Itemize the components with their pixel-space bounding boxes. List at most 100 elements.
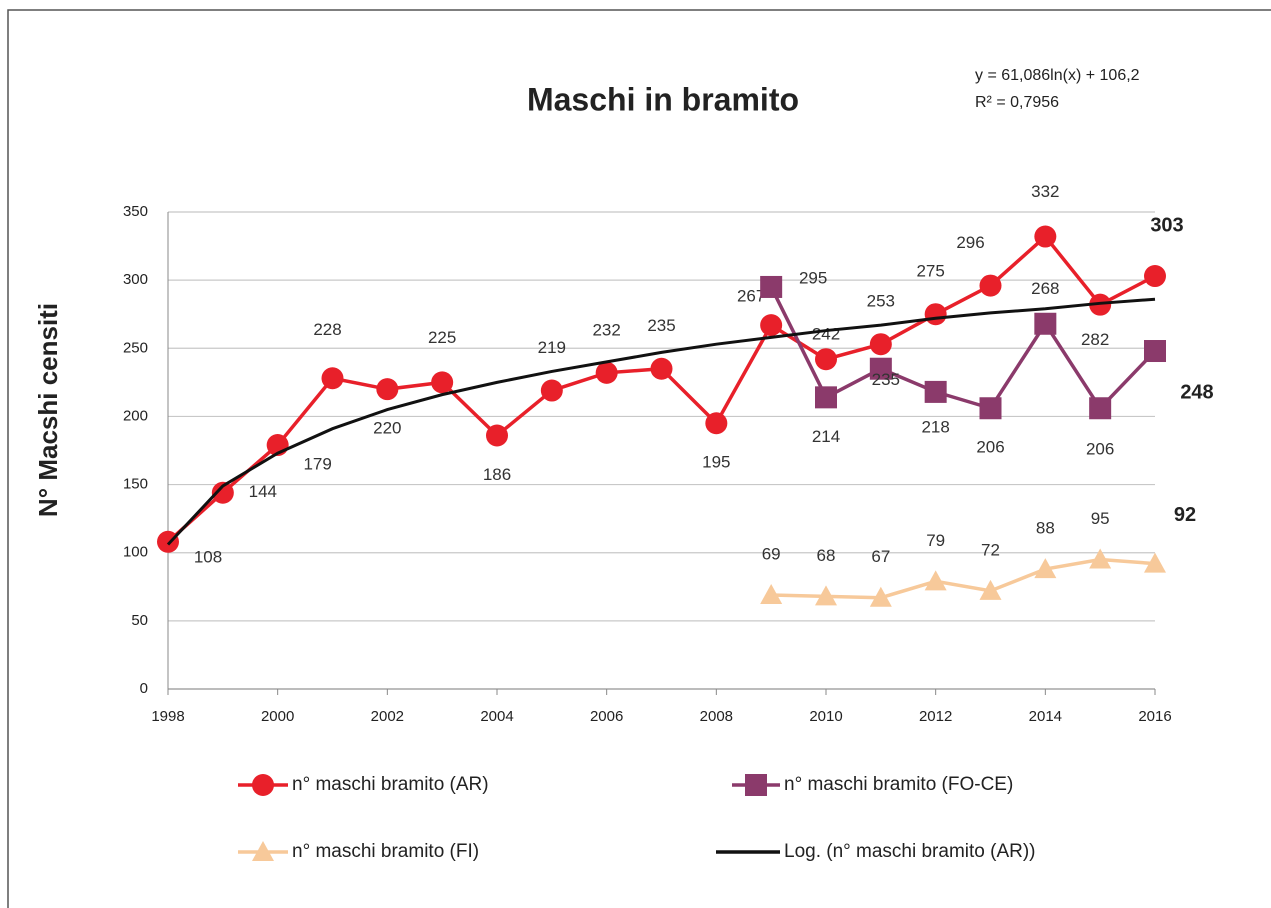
y-tick-label: 0 (140, 680, 148, 697)
data-label: 218 (921, 417, 949, 436)
marker (376, 378, 399, 401)
data-label: 225 (428, 328, 456, 347)
data-label: 267 (737, 287, 765, 306)
x-tick-label: 2010 (809, 708, 842, 725)
data-label: 275 (916, 262, 944, 281)
data-label: 67 (871, 547, 890, 566)
marker (979, 274, 1002, 297)
series-line (166, 297, 1156, 546)
data-label: 108 (194, 547, 222, 566)
data-label: 332 (1031, 182, 1059, 201)
data-label: 296 (956, 233, 984, 252)
data-label: 79 (926, 531, 945, 550)
marker (815, 348, 837, 371)
data-label: 232 (592, 320, 620, 339)
marker (1089, 548, 1112, 569)
x-tick-label: 2014 (1029, 708, 1062, 725)
marker (815, 386, 837, 409)
marker (540, 379, 563, 402)
data-label: 248 (1180, 381, 1213, 403)
marker (760, 275, 783, 298)
marker (869, 357, 892, 380)
data-label: 303 (1150, 214, 1183, 236)
marker (431, 371, 454, 394)
x-tick-label: 2008 (700, 708, 733, 725)
x-tick-label: 2012 (919, 708, 952, 725)
marker (321, 367, 344, 390)
data-label: 219 (538, 338, 566, 357)
x-tick-label: 2016 (1138, 708, 1171, 725)
marker (815, 585, 837, 606)
marker (211, 481, 234, 504)
data-label: 235 (647, 316, 675, 335)
annotation: y = 61,086ln(x) + 106,2 (975, 67, 1140, 84)
legend-label: Log. (n° maschi bramito (AR)) (784, 841, 1036, 862)
x-tick-label: 2002 (371, 708, 404, 725)
marker (745, 774, 767, 796)
data-label: 206 (1086, 440, 1114, 459)
series-line (771, 557, 1156, 600)
legend-label: n° maschi bramito (AR) (292, 774, 489, 795)
marker (157, 530, 179, 553)
marker (1144, 340, 1166, 363)
data-label: 253 (867, 292, 895, 311)
marker (1144, 265, 1166, 288)
y-tick-label: 200 (123, 407, 148, 424)
data-label: 268 (1031, 279, 1059, 298)
marker (595, 361, 618, 384)
marker (252, 841, 274, 861)
y-tick-label: 150 (123, 476, 148, 493)
y-tick-label: 250 (123, 339, 148, 356)
x-tick-label: 2006 (590, 708, 623, 725)
legend-label: n° maschi bramito (FI) (292, 841, 479, 862)
data-label: 214 (812, 427, 840, 446)
data-label: 235 (872, 370, 900, 389)
data-label: 242 (812, 325, 840, 344)
marker (924, 303, 947, 326)
marker (924, 380, 947, 403)
x-tick-label: 2004 (480, 708, 513, 725)
x-tick-label: 1998 (151, 708, 184, 725)
data-label: 282 (1081, 330, 1109, 349)
marker (1034, 558, 1057, 579)
data-label: 68 (817, 546, 836, 565)
marker (760, 583, 783, 604)
data-label: 295 (799, 268, 827, 287)
legend-label: n° maschi bramito (FO-CE) (784, 774, 1013, 795)
marker (650, 357, 673, 380)
marker (486, 424, 508, 447)
marker (924, 570, 947, 591)
frame (7, 9, 1271, 908)
data-label: 144 (249, 482, 277, 501)
data-label: 220 (373, 419, 401, 438)
marker (869, 333, 892, 356)
data-label: 72 (981, 540, 1000, 559)
marker (1144, 552, 1166, 573)
data-label: 206 (976, 438, 1004, 457)
series-line (166, 233, 1156, 544)
marker (705, 412, 728, 435)
x-tick-label: 2000 (261, 708, 294, 725)
y-tick-label: 50 (131, 612, 148, 629)
marker (1034, 225, 1057, 248)
y-axis-label: N° Macshi censiti (33, 303, 63, 517)
marker (252, 774, 274, 796)
marker (1089, 397, 1112, 420)
data-label: 88 (1036, 519, 1055, 538)
data-label: 195 (702, 453, 730, 472)
data-label: 228 (313, 320, 341, 339)
marker (869, 586, 892, 607)
data-label: 92 (1174, 504, 1196, 526)
y-tick-label: 100 (123, 544, 148, 561)
data-label: 179 (303, 455, 331, 474)
marker (979, 579, 1002, 600)
marker (1034, 312, 1057, 335)
data-label: 95 (1091, 509, 1110, 528)
marker (979, 397, 1002, 420)
marker (760, 314, 783, 337)
chart-title: Maschi in bramito (527, 81, 799, 117)
annotation: R² = 0,7956 (975, 94, 1059, 111)
y-tick-label: 300 (123, 271, 148, 288)
data-label: 186 (483, 465, 511, 484)
